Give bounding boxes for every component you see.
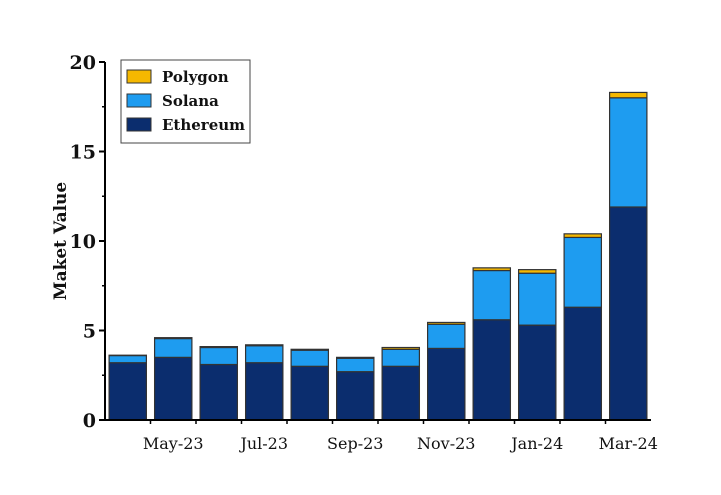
bar-ethereum-oct-23 (382, 366, 419, 420)
legend-label-solana: Solana (162, 92, 219, 110)
bar-solana-aug-23 (291, 350, 328, 366)
bar-polygon-jun-23 (200, 347, 237, 348)
x-tick-label: Jul-23 (238, 434, 288, 453)
y-tick-label: 20 (70, 52, 96, 74)
bar-solana-oct-23 (382, 349, 419, 366)
x-tick-label: May-23 (143, 434, 204, 453)
bar-polygon-may-23 (155, 338, 192, 339)
bar-solana-sep-23 (337, 358, 374, 371)
bar-ethereum-jun-23 (200, 365, 237, 420)
bar-ethereum-sep-23 (337, 372, 374, 420)
bar-solana-jun-23 (200, 348, 237, 365)
bar-solana-nov-23 (428, 324, 465, 348)
x-tick-label: Nov-23 (417, 434, 475, 453)
legend-swatch-polygon (127, 70, 151, 83)
bar-polygon-sep-23 (337, 357, 374, 358)
bar-polygon-aug-23 (291, 349, 328, 350)
bar-ethereum-nov-23 (428, 348, 465, 420)
bar-solana-feb-24 (564, 237, 601, 307)
legend-swatch-ethereum (127, 118, 151, 131)
bar-solana-may-23 (155, 339, 192, 358)
bar-polygon-nov-23 (428, 322, 465, 324)
bar-ethereum-jan-24 (519, 325, 556, 420)
bar-ethereum-aug-23 (291, 366, 328, 420)
bar-ethereum-may-23 (155, 357, 192, 420)
legend-label-polygon: Polygon (162, 68, 229, 86)
y-tick-label: 0 (83, 410, 96, 432)
x-tick-label: Mar-24 (599, 434, 658, 453)
bar-solana-mar-24 (610, 98, 647, 207)
legend-swatch-solana (127, 94, 151, 107)
bar-polygon-feb-24 (564, 234, 601, 238)
x-tick-label: Jan-24 (509, 434, 563, 453)
y-tick-label: 5 (83, 321, 96, 343)
bar-polygon-mar-24 (610, 92, 647, 97)
bar-solana-apr-23 (109, 356, 146, 363)
bar-ethereum-apr-23 (109, 363, 146, 420)
y-axis-title: Maket Value (51, 182, 71, 301)
bar-ethereum-mar-24 (610, 207, 647, 420)
bar-polygon-dec-23 (473, 268, 510, 271)
bar-solana-dec-23 (473, 271, 510, 320)
x-tick-label: Sep-23 (327, 434, 383, 453)
legend-label-ethereum: Ethereum (162, 116, 245, 134)
bar-ethereum-jul-23 (246, 363, 283, 420)
y-tick-label: 10 (70, 231, 96, 253)
bar-solana-jul-23 (246, 346, 283, 363)
legend: Polygon Solana Ethereum (121, 60, 250, 143)
y-tick-label: 15 (70, 142, 96, 164)
bar-polygon-jul-23 (246, 345, 283, 346)
bar-polygon-oct-23 (382, 348, 419, 350)
bar-ethereum-feb-24 (564, 307, 601, 420)
bar-polygon-jan-24 (519, 270, 556, 274)
bar-ethereum-dec-23 (473, 320, 510, 420)
bar-solana-jan-24 (519, 273, 556, 325)
